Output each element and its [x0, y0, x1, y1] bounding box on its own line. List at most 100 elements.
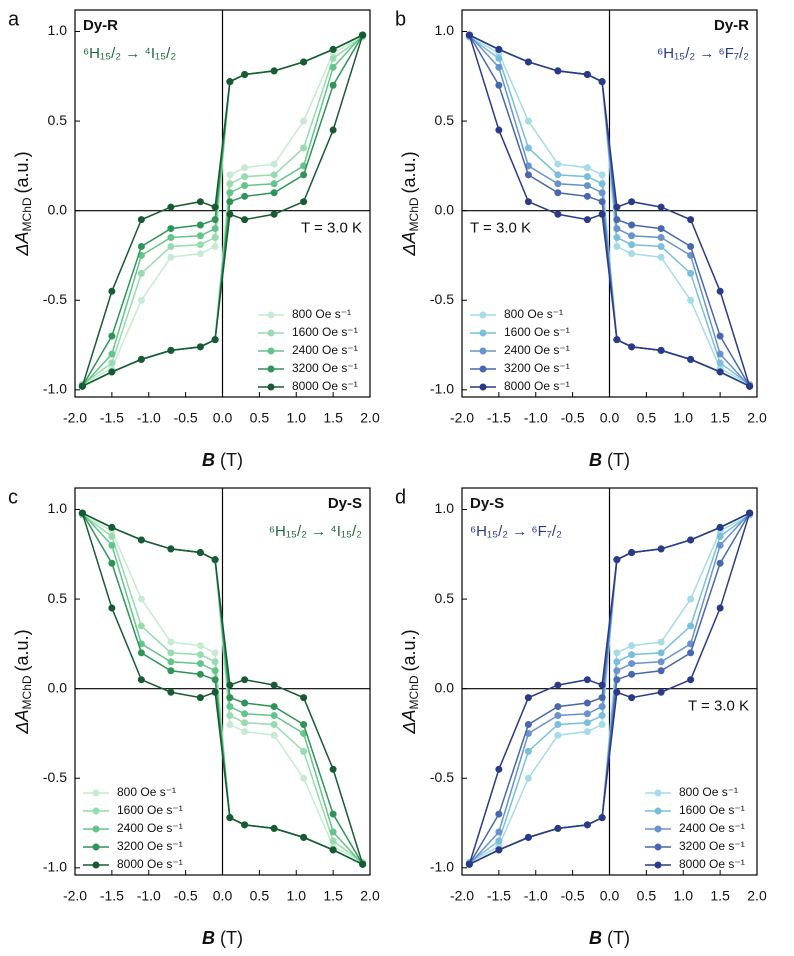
- data-point: [329, 45, 337, 53]
- legend-marker: [654, 789, 662, 797]
- x-tick-label: 1.0: [674, 410, 694, 426]
- x-tick-label: -1.5: [487, 410, 511, 426]
- x-tick-label: -1.5: [100, 410, 124, 426]
- data-point: [241, 164, 249, 172]
- legend-label: 1600 Oe s⁻¹: [117, 803, 183, 817]
- data-point: [241, 216, 249, 224]
- legend-label: 3200 Oe s⁻¹: [504, 361, 570, 375]
- data-point: [716, 332, 724, 340]
- data-point: [241, 676, 249, 684]
- y-axis-unit: (a.u.): [12, 629, 32, 671]
- data-point: [495, 81, 503, 89]
- data-point: [78, 509, 86, 517]
- data-point: [108, 332, 116, 340]
- transition-label: ⁶H₁₅/₂ → ⁴I₁₅/₂: [269, 523, 362, 540]
- legend-label: 3200 Oe s⁻¹: [292, 361, 358, 375]
- data-point: [613, 688, 621, 696]
- x-tick-label: 0.0: [600, 410, 620, 426]
- data-point: [598, 703, 606, 711]
- data-point: [241, 182, 249, 190]
- x-tick-label: 2.0: [360, 410, 380, 426]
- legend-marker: [92, 789, 100, 797]
- data-point: [524, 144, 532, 152]
- panel: -2.0 -1.5 -1.0 -0.5 0.0 0.5 1.0 1.5 2.0 -1.0 -0.5 0…: [8, 486, 380, 947]
- data-point: [657, 667, 665, 675]
- data-point: [137, 536, 145, 544]
- data-point: [226, 180, 234, 188]
- data-point: [613, 336, 621, 344]
- data-point: [716, 532, 724, 540]
- x-axis-symbol: B: [202, 450, 215, 470]
- data-point: [226, 694, 234, 702]
- data-point: [329, 126, 337, 134]
- data-point: [300, 117, 308, 125]
- data-point: [329, 765, 337, 773]
- data-point: [495, 54, 503, 62]
- legend-marker: [479, 311, 487, 319]
- data-point: [137, 269, 145, 277]
- data-point: [687, 676, 695, 684]
- x-tick-label: 1.5: [710, 410, 730, 426]
- x-tick-label: -1.0: [524, 410, 548, 426]
- y-axis-subscript: MChD: [20, 675, 34, 709]
- transition-label: ⁶H₁₅/₂ → ⁶F₇/₂: [657, 45, 749, 62]
- legend-marker: [267, 365, 275, 373]
- data-point: [241, 728, 249, 736]
- x-tick-label: -1.5: [100, 888, 124, 904]
- data-point: [598, 180, 606, 188]
- data-point: [716, 541, 724, 549]
- data-point: [554, 824, 562, 832]
- data-point: [628, 694, 636, 702]
- sample-label: Dy-R: [714, 17, 749, 34]
- data-point: [196, 694, 204, 702]
- data-point: [211, 658, 219, 666]
- data-point: [137, 243, 145, 250]
- x-tick-label: -2.0: [450, 888, 474, 904]
- y-axis-unit: (a.u.): [12, 151, 32, 193]
- data-point: [613, 216, 621, 224]
- x-tick-label: 0.0: [600, 888, 620, 904]
- x-tick-label: 0.0: [213, 410, 233, 426]
- legend-label: 1600 Oe s⁻¹: [504, 325, 570, 339]
- data-point: [687, 536, 695, 544]
- data-point: [108, 541, 116, 549]
- data-point: [628, 343, 636, 351]
- x-axis-label: B (T): [202, 928, 243, 948]
- data-point: [598, 681, 606, 689]
- data-point: [554, 160, 562, 168]
- x-tick-label: -1.0: [137, 888, 161, 904]
- y-tick-label: 1.0: [48, 22, 68, 38]
- data-point: [687, 595, 695, 603]
- data-point: [241, 821, 249, 829]
- data-point: [211, 216, 219, 224]
- data-point: [613, 667, 621, 675]
- data-point: [598, 712, 606, 720]
- y-axis-unit: (a.u.): [399, 629, 419, 671]
- panel: -2.0 -1.5 -1.0 -0.5 0.0 0.5 1.0 1.5 2.0 -1.0 -0.5 0…: [395, 486, 767, 947]
- data-point: [687, 649, 695, 657]
- data-point: [746, 509, 754, 517]
- temperature-label: T = 3.0 K: [301, 220, 362, 237]
- data-point: [300, 144, 308, 152]
- data-point: [167, 253, 175, 261]
- data-point: [241, 699, 249, 707]
- data-point: [657, 225, 665, 233]
- data-point: [524, 694, 532, 702]
- data-point: [657, 234, 665, 242]
- data-point: [270, 67, 278, 75]
- data-point: [716, 559, 724, 567]
- data-point: [241, 173, 249, 181]
- data-point: [226, 721, 234, 728]
- data-point: [211, 688, 219, 696]
- data-point: [270, 681, 278, 689]
- data-point: [495, 828, 503, 836]
- data-point: [687, 216, 695, 224]
- legend-marker: [654, 807, 662, 815]
- data-point: [687, 243, 695, 250]
- panel-letter: c: [8, 486, 18, 508]
- data-point: [687, 269, 695, 277]
- y-tick-label: 0.5: [435, 112, 455, 128]
- y-tick-label: 0.5: [48, 590, 68, 606]
- x-axis-label: B (T): [202, 450, 243, 470]
- data-point: [495, 810, 503, 818]
